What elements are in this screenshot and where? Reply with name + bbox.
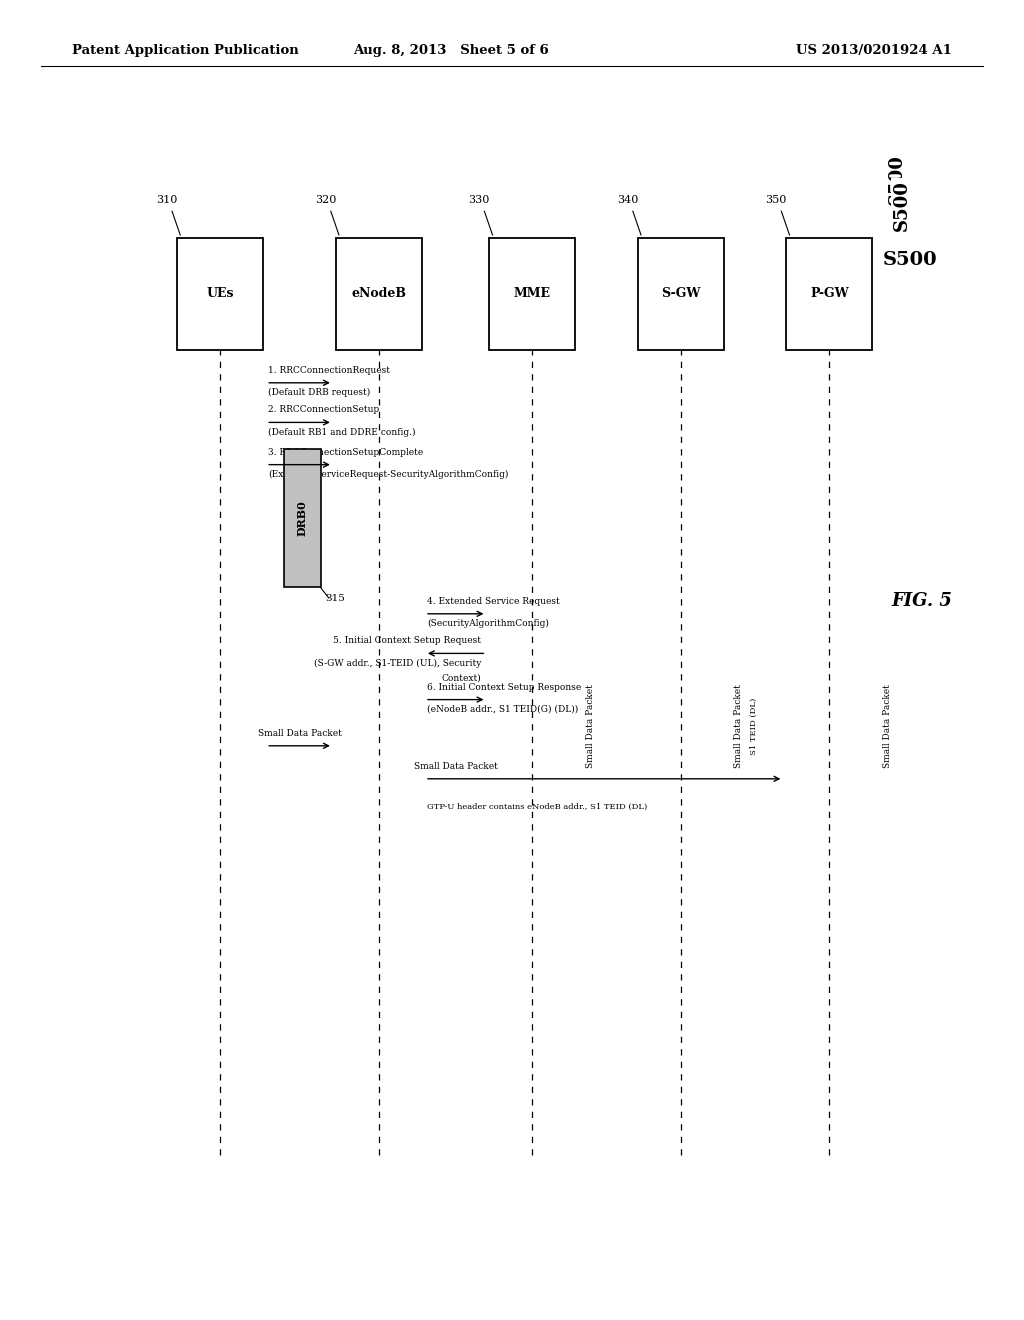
Text: (SecurityAlgorithmConfig): (SecurityAlgorithmConfig)	[427, 619, 549, 628]
Bar	[177, 238, 263, 350]
Text: US 2013/0201924 A1: US 2013/0201924 A1	[797, 44, 952, 57]
Text: 330: 330	[469, 194, 489, 205]
Text: FIG. 5: FIG. 5	[891, 591, 952, 610]
Text: S500: S500	[893, 180, 911, 231]
Bar	[786, 238, 872, 350]
Text: GTP-U header contains eNodeB addr., S1 TEID (DL): GTP-U header contains eNodeB addr., S1 T…	[427, 803, 647, 810]
Text: (Default DRB request): (Default DRB request)	[268, 388, 371, 397]
Text: S500: S500	[883, 251, 937, 269]
Bar	[638, 238, 724, 350]
Text: 340: 340	[617, 194, 638, 205]
Text: Small Data Packet: Small Data Packet	[414, 762, 498, 771]
Text: 3. RRCConnectionSetupComplete: 3. RRCConnectionSetupComplete	[268, 447, 424, 457]
Text: (S-GW addr., S1-TEID (UL), Security: (S-GW addr., S1-TEID (UL), Security	[314, 659, 481, 668]
Text: 315: 315	[326, 594, 345, 603]
Text: 350: 350	[766, 194, 786, 205]
Text: S1 TEID (DL): S1 TEID (DL)	[750, 697, 758, 755]
Text: P-GW: P-GW	[810, 288, 849, 300]
Text: Patent Application Publication: Patent Application Publication	[72, 44, 298, 57]
Text: (Default RB1 and DDRE config.): (Default RB1 and DDRE config.)	[268, 428, 416, 437]
Bar	[336, 238, 422, 350]
Text: Small Data Packet: Small Data Packet	[883, 684, 892, 768]
Text: 5. Initial Context Setup Request: 5. Initial Context Setup Request	[333, 636, 481, 645]
Text: Small Data Packet: Small Data Packet	[586, 684, 595, 768]
Bar	[284, 449, 321, 587]
Text: 2. RRCConnectionSetup: 2. RRCConnectionSetup	[268, 405, 380, 414]
Text: UEs: UEs	[207, 288, 233, 300]
Text: (eNodeB addr., S1 TEID(G) (DL)): (eNodeB addr., S1 TEID(G) (DL))	[427, 705, 579, 714]
Text: Context): Context)	[441, 673, 481, 682]
Bar	[489, 238, 575, 350]
Text: S-GW: S-GW	[662, 288, 700, 300]
Text: Aug. 8, 2013   Sheet 5 of 6: Aug. 8, 2013 Sheet 5 of 6	[352, 44, 549, 57]
Text: 1. RRCConnectionRequest: 1. RRCConnectionRequest	[268, 366, 390, 375]
Text: MME: MME	[514, 288, 551, 300]
Text: 310: 310	[157, 194, 177, 205]
Text: Small Data Packet: Small Data Packet	[258, 729, 341, 738]
Text: S500: S500	[888, 153, 906, 205]
Text: 4. Extended Service Request: 4. Extended Service Request	[427, 597, 560, 606]
Text: (ExtendedServiceRequest-SecurityAlgorithmConfig): (ExtendedServiceRequest-SecurityAlgorith…	[268, 470, 509, 479]
Text: Small Data Packet: Small Data Packet	[734, 684, 743, 768]
Text: 320: 320	[315, 194, 336, 205]
Text: eNodeB: eNodeB	[351, 288, 407, 300]
Text: DRB0: DRB0	[297, 500, 307, 536]
Text: 6. Initial Context Setup Response: 6. Initial Context Setup Response	[427, 682, 582, 692]
